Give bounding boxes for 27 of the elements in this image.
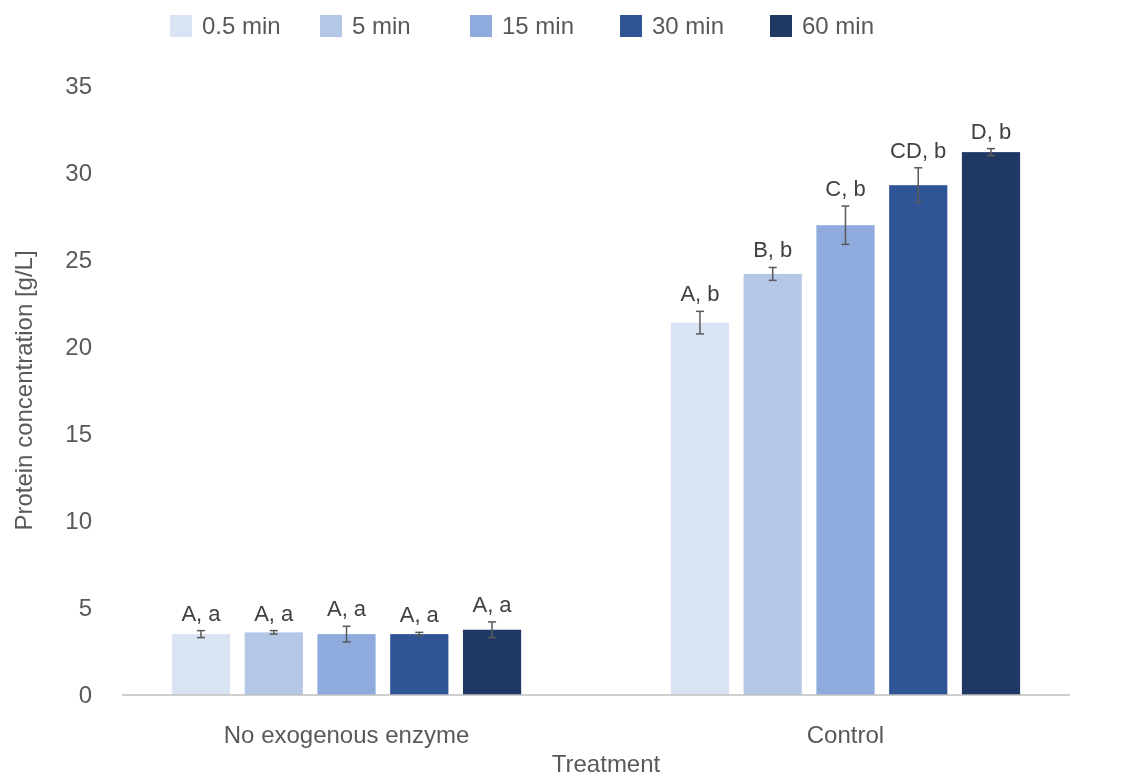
y-tick-label: 35 xyxy=(65,72,92,100)
data-label: D, b xyxy=(970,118,1012,144)
y-tick-label: 25 xyxy=(65,246,92,274)
y-tick-label: 5 xyxy=(78,594,92,622)
legend-label: 30 min xyxy=(652,12,725,40)
x-axis-title: Treatment xyxy=(551,750,661,776)
data-label: A, a xyxy=(399,602,440,628)
x-tick-label: No exogenous enzyme xyxy=(223,721,470,748)
legend-label: 5 min xyxy=(352,12,411,40)
data-label: A, a xyxy=(181,600,222,626)
y-tick-label: 20 xyxy=(65,333,92,361)
y-tick-label: 15 xyxy=(65,420,92,448)
data-label: A, a xyxy=(254,600,295,626)
legend-label: 60 min xyxy=(802,12,875,40)
y-tick-label: 10 xyxy=(65,507,92,535)
y-axis-title: Protein concentration [g/L] xyxy=(10,250,37,531)
data-label: A, b xyxy=(680,281,720,307)
y-tick-label: 30 xyxy=(65,159,92,187)
legend-label: 15 min xyxy=(502,12,575,40)
data-label: C, b xyxy=(825,176,866,202)
x-tick-label: Control xyxy=(806,721,885,748)
y-tick-label: 0 xyxy=(78,681,92,709)
data-label: B, b xyxy=(753,237,793,263)
data-label: A, a xyxy=(326,596,367,622)
legend-label: 0.5 min xyxy=(202,12,281,40)
data-label: CD, b xyxy=(890,137,947,163)
data-label: A, a xyxy=(472,591,513,617)
